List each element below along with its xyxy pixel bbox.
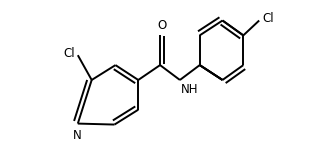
Text: O: O — [158, 19, 167, 32]
Text: Cl: Cl — [63, 47, 75, 60]
Text: N: N — [73, 129, 81, 142]
Text: NH: NH — [181, 83, 198, 96]
Text: Cl: Cl — [262, 12, 274, 25]
